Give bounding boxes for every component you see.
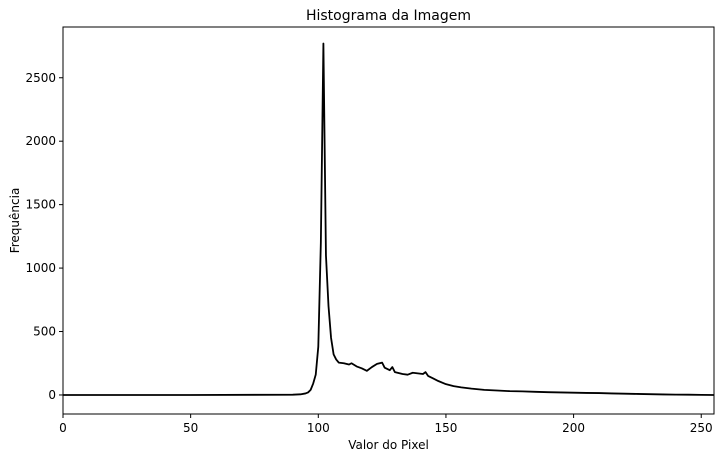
x-axis-ticks: 0 50 100 150 200 250 xyxy=(59,414,713,435)
chart-title: Histograma da Imagem xyxy=(306,8,471,24)
y-tick-label: 0 xyxy=(48,388,56,402)
histogram-line xyxy=(63,42,715,396)
y-axis-title: Frequência xyxy=(8,188,22,254)
x-tick-label: 150 xyxy=(434,421,457,435)
y-axis-ticks: 0 500 1000 1500 2000 2500 xyxy=(25,71,63,402)
x-tick-label: 50 xyxy=(183,421,198,435)
x-tick-label: 100 xyxy=(307,421,330,435)
y-tick-label: 1000 xyxy=(25,261,56,275)
y-tick-label: 2500 xyxy=(25,71,56,85)
y-tick-label: 1500 xyxy=(25,198,56,212)
x-tick-label: 200 xyxy=(562,421,585,435)
y-tick-label: 2000 xyxy=(25,134,56,148)
y-tick-label: 500 xyxy=(33,325,56,339)
x-tick-label: 250 xyxy=(690,421,713,435)
x-tick-label: 0 xyxy=(59,421,67,435)
plot-area xyxy=(62,26,715,415)
x-axis-title: Valor do Pixel xyxy=(348,438,429,452)
